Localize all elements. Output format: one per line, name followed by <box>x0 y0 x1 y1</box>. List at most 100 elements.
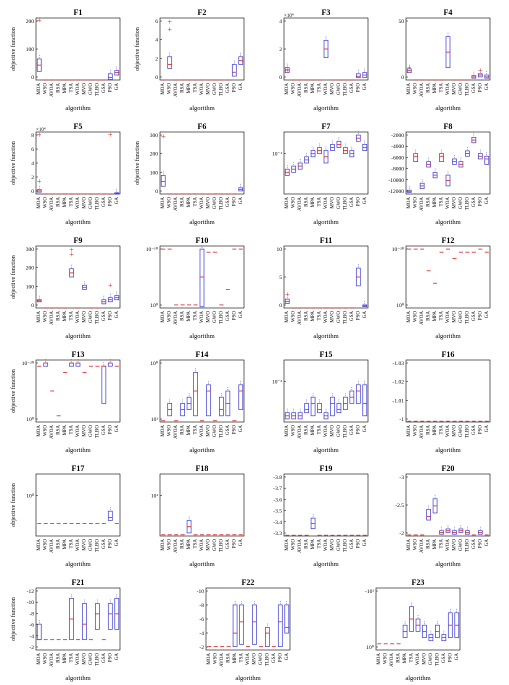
x-tick-label: MVO <box>330 311 335 323</box>
y-tick-label: 200 <box>150 152 159 158</box>
panel-f7: F7 10⁻¹ MOA WSO AVOA RSA MPA TSA WOA MVO GWO TLBO GS… <box>272 122 369 226</box>
x-tick-label: MPA <box>403 653 408 664</box>
x-tick-label: MVO <box>422 653 427 665</box>
x-tick-label: MPA <box>63 539 68 550</box>
x-tick-label: MOA <box>207 653 212 665</box>
y-tick-label: 300 <box>26 247 35 253</box>
axes-frame <box>405 473 491 537</box>
x-tick-label: WOA <box>324 425 329 437</box>
x-axis-label: algorithm <box>189 219 214 226</box>
x-tick-label: MPA <box>433 539 438 550</box>
x-tick-label: WSO <box>168 83 173 95</box>
x-tick-label: PSO <box>356 425 361 435</box>
y-tick-label: 10⁻² <box>272 380 282 386</box>
x-tick-label: AVOA <box>50 311 55 325</box>
x-tick-label: MOA <box>37 539 42 551</box>
x-tick-label: GSA <box>350 83 355 93</box>
x-tick-label: GWO <box>89 425 94 437</box>
box-tsa <box>317 403 322 414</box>
x-tick-label: AVOA <box>420 83 425 97</box>
x-tick-label: MVO <box>82 539 87 551</box>
x-tick-label: PSO <box>108 653 113 663</box>
panel-title: F12 <box>442 236 455 245</box>
y-tick-label: -4 <box>199 631 204 637</box>
y-tick-label: -6000 <box>391 155 404 161</box>
x-tick-label: WSO <box>292 425 297 437</box>
x-tick-label: MVO <box>206 197 211 209</box>
x-tick-label: WOA <box>446 197 451 209</box>
y-tick-label: -3.5 <box>273 509 282 515</box>
x-tick-label: GWO <box>213 197 218 209</box>
panel-title: F2 <box>198 8 207 17</box>
x-tick-label: WOA <box>324 83 329 95</box>
x-tick-label: TLBO <box>219 197 224 210</box>
x-tick-label: GWO <box>89 653 94 665</box>
x-tick-label: GWO <box>337 425 342 437</box>
panel-f3: F3 ×10⁴ 0 2 4 MOA + WSO AVOA RSA MPA TSA WOA MVO GWO TL… <box>279 8 369 112</box>
panel-f21: F21 objective function -2 -4 -6 -8 -10 -12 MOA WS… <box>10 578 121 682</box>
x-tick-label: GA <box>485 197 490 205</box>
x-tick-label: GA <box>285 653 290 661</box>
box-mvo <box>206 384 211 417</box>
x-tick-label: WSO <box>44 425 49 437</box>
outlier-marker: + <box>37 131 42 140</box>
y-tick-label: -8 <box>199 603 204 609</box>
box-wso <box>413 153 419 163</box>
outlier-marker: + <box>167 17 172 26</box>
x-tick-label: WOA <box>200 83 205 95</box>
y-tick-label: 100 <box>26 47 35 53</box>
box-woa <box>75 362 81 367</box>
x-tick-label: GWO <box>337 197 342 209</box>
x-tick-label: PSO <box>232 311 237 321</box>
x-tick-label: MOA <box>407 197 412 209</box>
panel-title: F3 <box>322 8 331 17</box>
x-axis-label: algorithm <box>313 105 338 112</box>
panel-f18: F18 10¹ MOA WSO AVOA RSA MPA TSA WOA MVO GWO TLBO GS… <box>151 464 245 568</box>
x-tick-label: MOA <box>161 539 166 551</box>
x-tick-label: AVOA <box>420 539 425 553</box>
y-tick-label: -4000 <box>391 144 404 150</box>
panel-title: F16 <box>442 350 455 359</box>
x-tick-label: WOA <box>76 425 81 437</box>
x-tick-label: MVO <box>252 653 257 665</box>
x-tick-label: GSA <box>472 197 477 207</box>
x-axis-label: algorithm <box>65 675 90 682</box>
x-tick-label: RSA <box>227 653 232 663</box>
x-axis-label: algorithm <box>435 219 460 226</box>
axes-frame <box>405 359 491 423</box>
x-tick-label: TSA <box>70 311 75 321</box>
x-tick-label: MVO <box>330 197 335 209</box>
x-tick-label: PSO <box>478 197 483 207</box>
x-tick-label: GWO <box>429 653 434 665</box>
x-tick-label: AVOA <box>298 311 303 325</box>
x-tick-label: PSO <box>448 653 453 663</box>
x-tick-label: TLBO <box>95 83 100 96</box>
y-tick-label: -1.02 <box>393 380 405 386</box>
x-tick-label: GWO <box>89 197 94 209</box>
x-tick-label: TLBO <box>465 425 470 438</box>
y-tick-label: 10⁰ <box>396 302 405 309</box>
x-tick-label: TSA <box>318 311 323 321</box>
x-tick-label: MVO <box>82 311 87 323</box>
panel-title: F1 <box>74 8 83 17</box>
y-tick-label: -3.8 <box>273 475 282 481</box>
x-tick-label: GSA <box>102 311 107 321</box>
panel-f5: F5 ×10⁴ objective function 0 2 4 6 8 MOA + + WSO AVO… <box>10 122 121 226</box>
y-tick-label: -10¹ <box>365 589 374 595</box>
x-axis-label: algorithm <box>189 333 214 340</box>
x-tick-label: GWO <box>89 83 94 95</box>
x-tick-label: RSA <box>305 311 310 321</box>
x-tick-label: MPA <box>63 197 68 208</box>
y-tick-label: 6 <box>155 19 158 25</box>
axes-frame <box>283 131 369 195</box>
x-tick-label: GA <box>115 197 120 205</box>
x-tick-label: TSA <box>194 83 199 93</box>
axes-frame <box>35 587 121 651</box>
x-tick-label: TSA <box>318 425 323 435</box>
x-tick-label: TSA <box>440 83 445 93</box>
y-tick-label: 10¹ <box>151 417 159 423</box>
x-tick-label: AVOA <box>174 83 179 97</box>
x-tick-label: TSA <box>70 425 75 435</box>
x-axis-label: algorithm <box>65 219 90 226</box>
